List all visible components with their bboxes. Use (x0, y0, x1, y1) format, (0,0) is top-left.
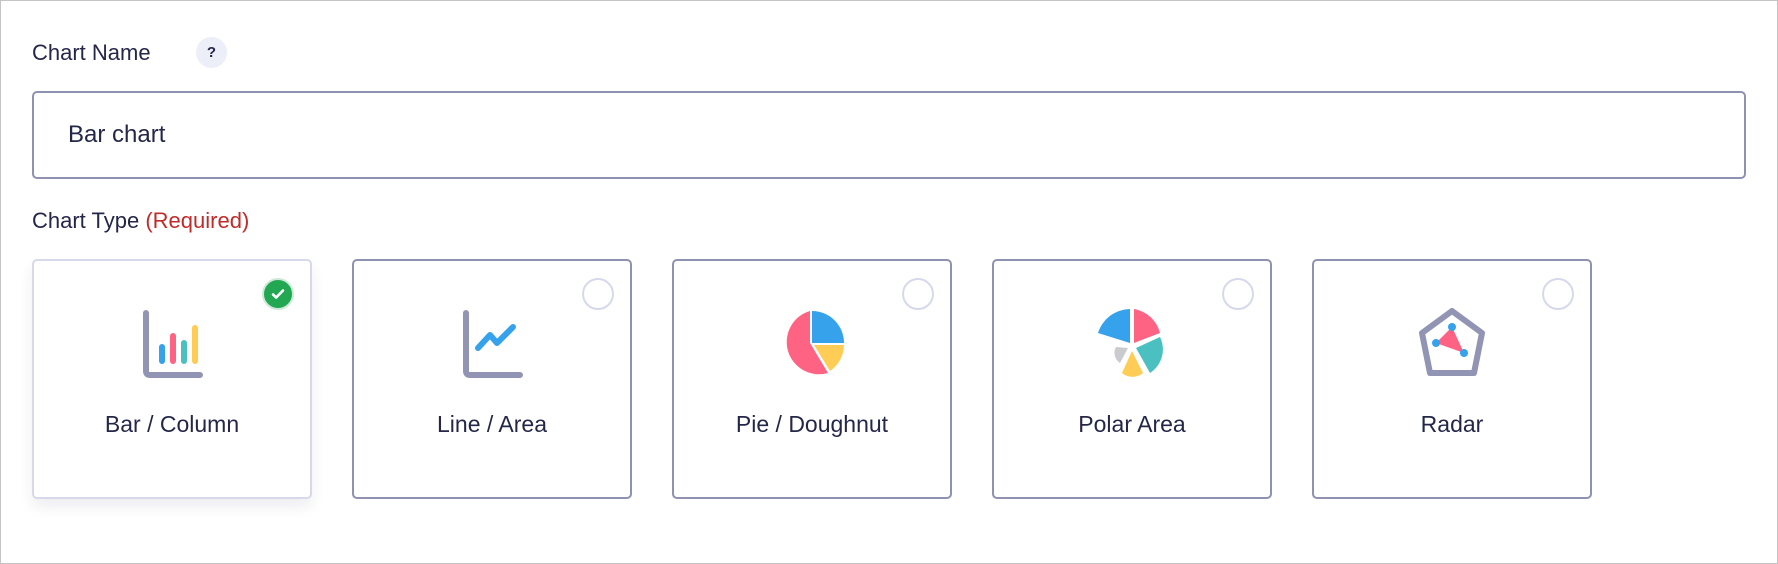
pie-chart-icon (786, 311, 844, 375)
radio-button[interactable] (582, 278, 614, 310)
chart-type-label-text: Chart Type (32, 208, 140, 233)
option-label: Polar Area (1078, 411, 1186, 437)
chart-name-input[interactable] (34, 93, 1744, 177)
radio-button[interactable] (1222, 278, 1254, 310)
help-icon[interactable]: ? (196, 37, 227, 68)
chart-type-option-bar[interactable]: Bar / Column (32, 259, 312, 499)
option-label: Bar / Column (104, 411, 240, 437)
chart-name-label: Chart Name (32, 40, 151, 65)
chart-type-label: Chart Type (Required) (32, 208, 249, 234)
option-label: Radar (1420, 411, 1484, 437)
chart-type-option-polar[interactable]: Polar Area (992, 259, 1272, 499)
line-chart-icon (463, 310, 523, 378)
chart-type-option-pie[interactable]: Pie / Doughnut (672, 259, 952, 499)
chart-type-option-line[interactable]: Line / Area (352, 259, 632, 499)
selected-check-icon (262, 278, 294, 310)
radar-chart-icon (1419, 308, 1485, 376)
chart-name-field[interactable] (32, 91, 1746, 179)
radio-button[interactable] (1542, 278, 1574, 310)
radio-button[interactable] (902, 278, 934, 310)
option-label: Pie / Doughnut (735, 411, 889, 437)
option-label: Line / Area (437, 411, 547, 437)
polar-area-chart-icon (1098, 309, 1163, 377)
required-indicator: (Required) (145, 208, 250, 233)
bar-chart-icon (143, 310, 203, 378)
chart-type-option-radar[interactable]: Radar (1312, 259, 1592, 499)
